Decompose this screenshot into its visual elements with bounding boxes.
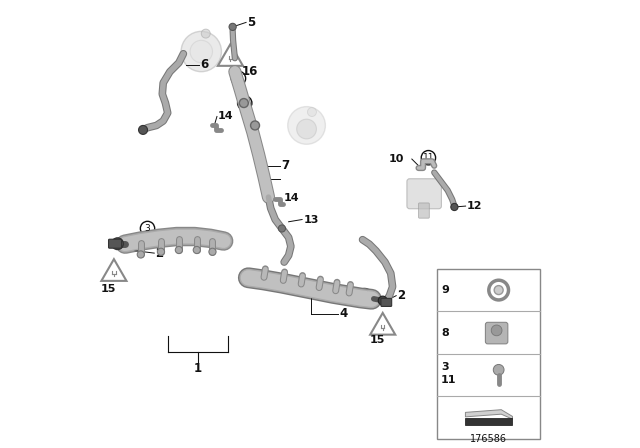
Text: 15: 15 (370, 336, 385, 345)
Circle shape (112, 238, 124, 250)
Text: 4: 4 (339, 307, 348, 320)
Circle shape (231, 71, 246, 86)
Circle shape (358, 289, 372, 303)
Circle shape (307, 108, 316, 116)
Circle shape (157, 248, 164, 255)
Text: 3: 3 (441, 362, 449, 372)
FancyBboxPatch shape (109, 239, 122, 248)
Circle shape (494, 286, 503, 295)
Text: 176586: 176586 (470, 435, 506, 444)
Text: 9: 9 (441, 285, 449, 295)
Text: 2: 2 (397, 289, 406, 302)
FancyBboxPatch shape (381, 298, 392, 306)
Circle shape (451, 203, 458, 211)
Text: 10: 10 (389, 154, 404, 164)
Circle shape (201, 29, 210, 38)
Text: 7: 7 (281, 159, 289, 172)
FancyBboxPatch shape (407, 179, 442, 209)
Bar (465, 418, 513, 425)
Circle shape (378, 296, 387, 305)
Circle shape (140, 221, 155, 236)
Text: 6: 6 (200, 58, 209, 72)
FancyBboxPatch shape (419, 203, 429, 218)
Text: 3: 3 (145, 224, 150, 233)
Circle shape (175, 246, 182, 254)
Circle shape (297, 119, 316, 139)
Circle shape (493, 365, 504, 375)
Circle shape (190, 40, 212, 63)
Circle shape (181, 31, 221, 72)
Circle shape (209, 248, 216, 255)
Text: 11: 11 (422, 153, 434, 162)
Circle shape (421, 151, 436, 165)
Circle shape (251, 121, 260, 130)
Text: 8: 8 (441, 327, 449, 338)
Polygon shape (465, 409, 513, 419)
Text: 12: 12 (467, 201, 483, 211)
Text: 15: 15 (100, 284, 116, 294)
Circle shape (288, 107, 325, 144)
Bar (437, 269, 540, 439)
Text: 1: 1 (194, 362, 202, 375)
Circle shape (137, 251, 145, 258)
Text: 13: 13 (303, 215, 319, 224)
Circle shape (239, 99, 248, 108)
Circle shape (193, 246, 200, 254)
Text: 3: 3 (362, 291, 367, 300)
Circle shape (139, 125, 148, 134)
Text: 5: 5 (248, 16, 255, 29)
Text: 2: 2 (156, 246, 164, 260)
Circle shape (229, 23, 236, 30)
Text: 8: 8 (242, 99, 248, 108)
Circle shape (237, 96, 252, 110)
Text: 9: 9 (236, 74, 241, 83)
Text: 11: 11 (441, 375, 456, 385)
Text: 14: 14 (218, 111, 234, 121)
Circle shape (278, 225, 285, 232)
Text: 16: 16 (242, 65, 258, 78)
FancyBboxPatch shape (485, 323, 508, 344)
Circle shape (492, 325, 502, 336)
Text: 14: 14 (284, 193, 300, 203)
